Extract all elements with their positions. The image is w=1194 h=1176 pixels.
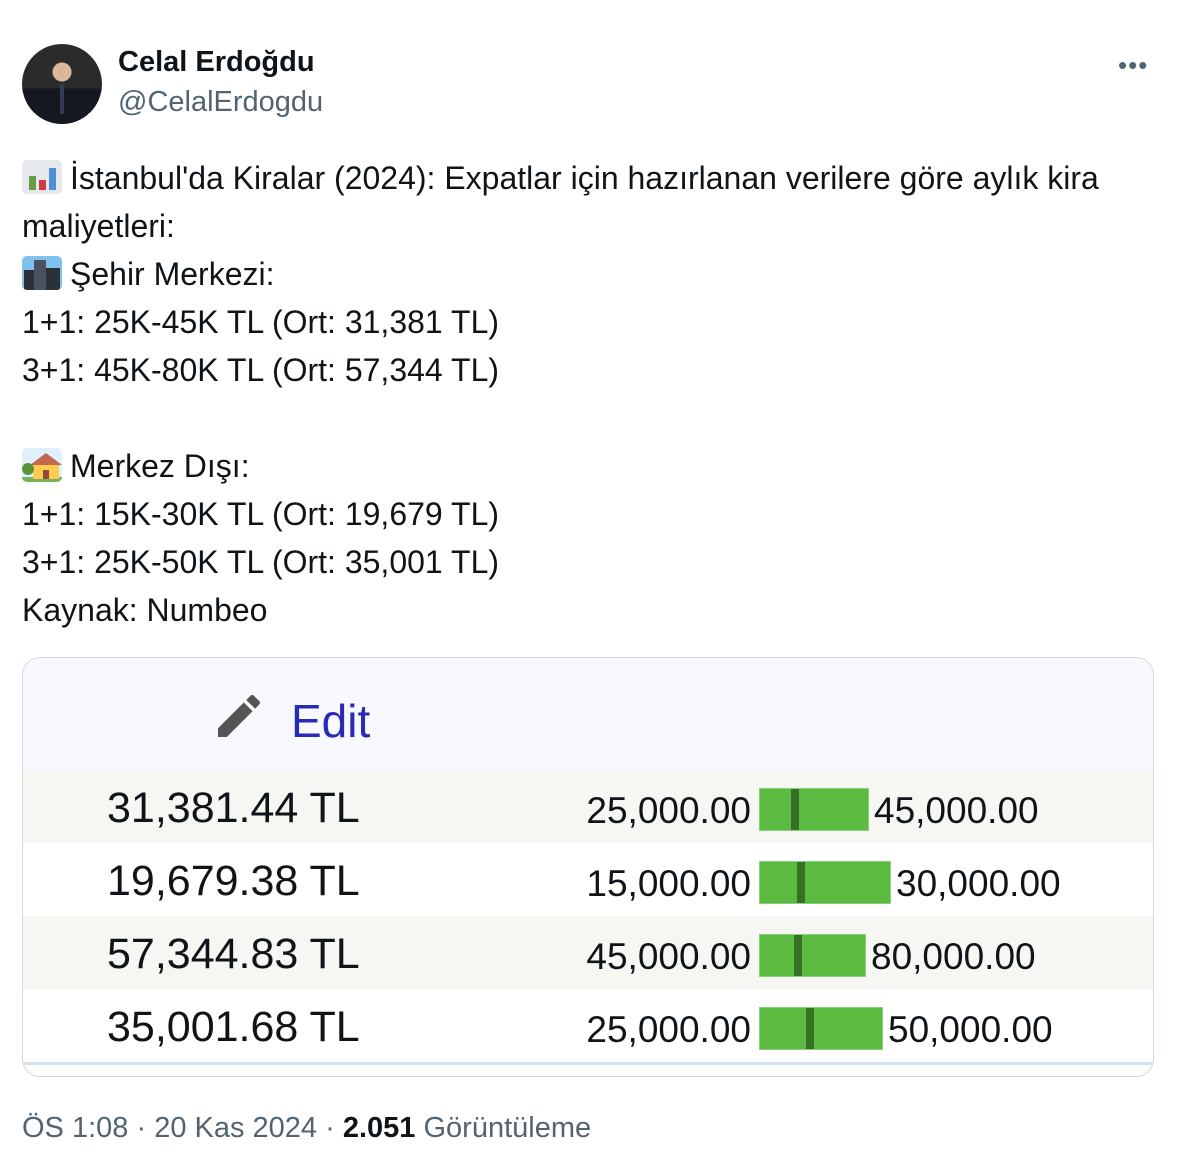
rent-table: 31,381.44 TL 25,000.00 45,000.00 19,679.3… xyxy=(23,770,1153,1062)
views-label: Görüntüleme xyxy=(423,1112,592,1144)
media-card[interactable]: Edit 31,381.44 TL 25,000.00 45,000.00 19,… xyxy=(22,657,1154,1077)
range-high: 50,000.00 xyxy=(888,1009,1053,1050)
average-rent: 57,344.83 TL xyxy=(107,930,360,978)
range-bar xyxy=(759,1007,883,1050)
average-marker xyxy=(793,935,802,976)
house-with-garden-emoji xyxy=(22,448,62,482)
range-bar xyxy=(759,788,869,831)
tweet-time[interactable]: ÖS 1:08 xyxy=(22,1112,129,1144)
table-row: 19,679.38 TL 15,000.00 30,000.00 xyxy=(23,843,1153,916)
tweet-text: İstanbul'da Kiralar (2024): Expatlar içi… xyxy=(22,160,1108,628)
cityscape-emoji xyxy=(22,256,62,290)
range-low: 25,000.00 xyxy=(586,790,751,831)
average-rent: 19,679.38 TL xyxy=(107,857,360,905)
table-row: 31,381.44 TL 25,000.00 45,000.00 xyxy=(23,770,1153,843)
range-low: 25,000.00 xyxy=(586,1009,751,1050)
range-bar xyxy=(759,861,891,904)
author-handle[interactable]: @CelalErdogdu xyxy=(118,86,324,118)
bar-chart-emoji xyxy=(22,160,62,194)
avatar[interactable] xyxy=(22,44,102,124)
table-row: 57,344.83 TL 45,000.00 80,000.00 xyxy=(23,916,1153,989)
divider xyxy=(23,1062,1153,1065)
card-header: Edit xyxy=(23,658,1153,770)
range-bar xyxy=(759,934,866,977)
author-name[interactable]: Celal Erdoğdu xyxy=(118,46,315,78)
table-row: 35,001.68 TL 25,000.00 50,000.00 xyxy=(23,989,1153,1062)
more-horizontal-icon[interactable]: ••• xyxy=(1118,50,1149,80)
range-high: 80,000.00 xyxy=(871,936,1036,977)
edit-link[interactable]: Edit xyxy=(291,695,371,747)
range-high: 30,000.00 xyxy=(896,863,1061,904)
tweet-meta: ÖS 1:08 · 20 Kas 2024 · 2.051 Görüntülem… xyxy=(22,1112,592,1144)
average-marker xyxy=(805,1008,814,1049)
average-marker xyxy=(797,862,806,903)
average-rent: 35,001.68 TL xyxy=(107,1003,360,1051)
range-high: 45,000.00 xyxy=(874,790,1039,831)
tweet-date[interactable]: 20 Kas 2024 xyxy=(154,1112,318,1144)
pencil-icon xyxy=(218,694,261,737)
average-marker xyxy=(791,789,800,830)
range-low: 15,000.00 xyxy=(586,863,751,904)
view-count: 2.051 xyxy=(342,1112,416,1144)
range-low: 45,000.00 xyxy=(586,936,751,977)
average-rent: 31,381.44 TL xyxy=(107,784,360,832)
